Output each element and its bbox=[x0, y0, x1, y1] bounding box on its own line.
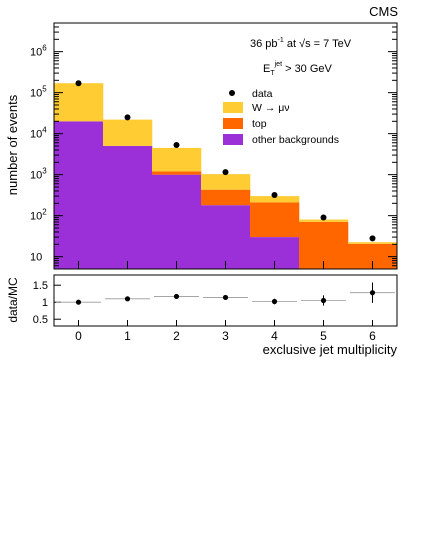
legend-swatch-top bbox=[223, 118, 243, 129]
x-tick-label: 3 bbox=[222, 329, 229, 343]
ratio-point-1 bbox=[124, 296, 131, 302]
ratio-y-tick-label: 0.5 bbox=[33, 314, 48, 326]
ratio-point-6 bbox=[369, 290, 376, 296]
legend-label-top: top bbox=[252, 118, 267, 130]
ratio-y-tick-label: 1 bbox=[42, 297, 48, 309]
legend-label-w: W → μν bbox=[252, 102, 290, 114]
bar-otherbackgrounds-0 bbox=[54, 121, 104, 269]
legend-label-data: data bbox=[252, 88, 273, 100]
ratio-point-2 bbox=[173, 293, 180, 300]
legend-swatch-w bbox=[223, 102, 243, 113]
y-tick-label: 10 bbox=[30, 252, 42, 264]
legend-label-other: other backgrounds bbox=[252, 134, 339, 146]
ratio-point-5 bbox=[320, 297, 327, 304]
data-point-1 bbox=[124, 114, 131, 121]
data-markers bbox=[75, 80, 376, 242]
stacked-bars bbox=[54, 83, 398, 269]
bar-otherbackgrounds-2 bbox=[152, 174, 202, 269]
y-tick-label: 105 bbox=[30, 85, 47, 100]
bar-w-4 bbox=[250, 196, 300, 203]
bar-top-3 bbox=[201, 189, 251, 206]
bar-top-2 bbox=[152, 171, 202, 175]
data-point-6 bbox=[369, 235, 376, 242]
bar-w-2 bbox=[152, 147, 202, 172]
y-tick-label: 104 bbox=[30, 126, 47, 141]
bar-otherbackgrounds-1 bbox=[103, 146, 153, 269]
ratio-y-axis-label: data/MC bbox=[6, 277, 20, 323]
x-tick-label: 6 bbox=[369, 329, 376, 343]
ratio-y-tick-label: 1.5 bbox=[33, 280, 48, 292]
bar-w-1 bbox=[103, 119, 153, 146]
x-tick-label: 4 bbox=[271, 329, 278, 343]
legend: data W → μν top other backgrounds bbox=[223, 88, 339, 146]
lumi-text: 36 pb-1 at √s = 7 TeV bbox=[250, 37, 352, 50]
data-point-0 bbox=[75, 80, 82, 87]
x-tick-label: 1 bbox=[124, 329, 131, 343]
x-tick-label: 5 bbox=[320, 329, 327, 343]
bar-w-5 bbox=[299, 219, 349, 222]
bar-w-3 bbox=[201, 174, 251, 190]
ratio-plot: 0.5 1 1.5 0 1 2 3 4 5 6 data/MC exclusive jet mu… bbox=[6, 274, 398, 357]
x-axis-label: exclusive jet multiplicity bbox=[263, 342, 398, 357]
bar-w-0 bbox=[54, 83, 104, 122]
x-tick-label: 2 bbox=[173, 329, 180, 343]
legend-data-marker bbox=[229, 90, 235, 96]
ratio-x-ticks: 0 1 2 3 4 5 6 bbox=[75, 320, 376, 343]
legend-swatch-other bbox=[223, 134, 243, 145]
data-point-3 bbox=[222, 169, 229, 176]
ratio-points bbox=[56, 282, 395, 306]
ratio-point-0 bbox=[75, 299, 82, 305]
bar-top-4 bbox=[250, 202, 300, 238]
main-x-ticks bbox=[78, 261, 373, 269]
y-tick-label: 103 bbox=[30, 167, 47, 182]
data-point-4 bbox=[271, 191, 278, 198]
ratio-point-4 bbox=[271, 298, 278, 305]
ratio-y-ticks: 0.5 1 1.5 bbox=[33, 280, 61, 326]
data-point-2 bbox=[173, 141, 180, 148]
x-tick-label: 0 bbox=[75, 329, 82, 343]
bar-w-6 bbox=[348, 242, 398, 244]
data-point-5 bbox=[320, 214, 327, 221]
ratio-point-3 bbox=[222, 294, 229, 301]
bar-otherbackgrounds-3 bbox=[201, 205, 251, 269]
cut-text: ETjet > 30 GeV bbox=[263, 61, 333, 77]
y-tick-label: 102 bbox=[30, 208, 47, 223]
main-y-ticks: 10 102 103 104 105 106 bbox=[30, 22, 397, 270]
cms-label: CMS bbox=[369, 4, 398, 19]
y-tick-label: 106 bbox=[30, 44, 47, 59]
main-y-axis-label: number of events bbox=[5, 94, 20, 195]
